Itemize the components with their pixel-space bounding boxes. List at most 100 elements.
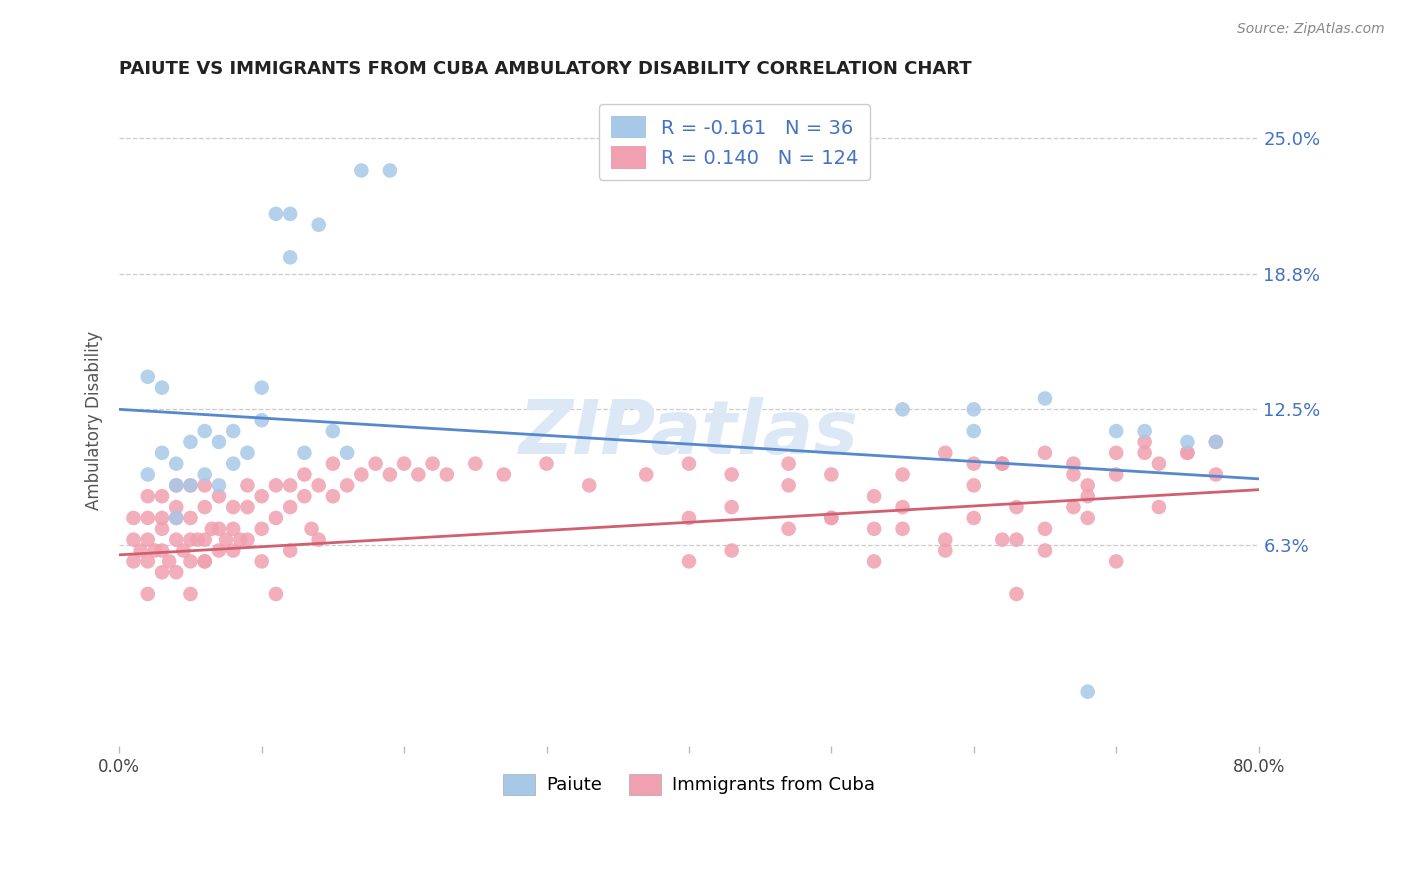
Immigrants from Cuba — [179, 511, 201, 525]
Immigrants from Cuba — [187, 533, 209, 547]
Immigrants from Cuba — [1033, 522, 1056, 536]
Paiute — [194, 467, 217, 482]
Immigrants from Cuba — [201, 522, 224, 536]
Immigrants from Cuba — [194, 500, 217, 514]
Immigrants from Cuba — [208, 489, 231, 503]
Immigrants from Cuba — [179, 478, 201, 492]
Immigrants from Cuba — [194, 554, 217, 568]
Immigrants from Cuba — [378, 467, 401, 482]
Paiute — [179, 434, 201, 449]
Immigrants from Cuba — [194, 554, 217, 568]
Paiute — [1177, 434, 1199, 449]
Immigrants from Cuba — [636, 467, 658, 482]
Immigrants from Cuba — [1205, 434, 1227, 449]
Immigrants from Cuba — [294, 489, 316, 503]
Paiute — [278, 207, 301, 221]
Immigrants from Cuba — [678, 511, 700, 525]
Immigrants from Cuba — [136, 511, 159, 525]
Immigrants from Cuba — [678, 457, 700, 471]
Immigrants from Cuba — [863, 522, 886, 536]
Immigrants from Cuba — [392, 457, 415, 471]
Immigrants from Cuba — [678, 554, 700, 568]
Immigrants from Cuba — [720, 500, 742, 514]
Immigrants from Cuba — [165, 566, 187, 580]
Paiute — [1105, 424, 1128, 438]
Legend: Paiute, Immigrants from Cuba: Paiute, Immigrants from Cuba — [495, 767, 883, 802]
Immigrants from Cuba — [165, 500, 187, 514]
Immigrants from Cuba — [436, 467, 458, 482]
Paiute — [963, 402, 986, 417]
Immigrants from Cuba — [308, 478, 330, 492]
Immigrants from Cuba — [165, 511, 187, 525]
Paiute — [963, 424, 986, 438]
Immigrants from Cuba — [122, 554, 145, 568]
Immigrants from Cuba — [236, 500, 259, 514]
Immigrants from Cuba — [278, 500, 301, 514]
Immigrants from Cuba — [778, 522, 800, 536]
Immigrants from Cuba — [1147, 457, 1170, 471]
Immigrants from Cuba — [222, 500, 245, 514]
Immigrants from Cuba — [863, 554, 886, 568]
Immigrants from Cuba — [422, 457, 444, 471]
Immigrants from Cuba — [150, 566, 173, 580]
Immigrants from Cuba — [991, 457, 1014, 471]
Text: Source: ZipAtlas.com: Source: ZipAtlas.com — [1237, 22, 1385, 37]
Immigrants from Cuba — [1077, 478, 1099, 492]
Immigrants from Cuba — [963, 478, 986, 492]
Immigrants from Cuba — [136, 587, 159, 601]
Paiute — [165, 457, 187, 471]
Paiute — [136, 369, 159, 384]
Immigrants from Cuba — [364, 457, 387, 471]
Immigrants from Cuba — [215, 533, 238, 547]
Immigrants from Cuba — [222, 522, 245, 536]
Paiute — [208, 434, 231, 449]
Paiute — [891, 402, 914, 417]
Immigrants from Cuba — [1062, 467, 1084, 482]
Immigrants from Cuba — [294, 467, 316, 482]
Immigrants from Cuba — [208, 543, 231, 558]
Immigrants from Cuba — [129, 543, 152, 558]
Immigrants from Cuba — [1177, 446, 1199, 460]
Immigrants from Cuba — [278, 478, 301, 492]
Immigrants from Cuba — [264, 587, 287, 601]
Immigrants from Cuba — [820, 511, 842, 525]
Paiute — [308, 218, 330, 232]
Immigrants from Cuba — [1205, 467, 1227, 482]
Immigrants from Cuba — [179, 533, 201, 547]
Immigrants from Cuba — [1005, 533, 1028, 547]
Immigrants from Cuba — [122, 533, 145, 547]
Immigrants from Cuba — [891, 500, 914, 514]
Paiute — [236, 446, 259, 460]
Immigrants from Cuba — [1005, 587, 1028, 601]
Immigrants from Cuba — [194, 478, 217, 492]
Immigrants from Cuba — [150, 489, 173, 503]
Immigrants from Cuba — [1062, 500, 1084, 514]
Immigrants from Cuba — [934, 446, 956, 460]
Immigrants from Cuba — [963, 511, 986, 525]
Immigrants from Cuba — [350, 467, 373, 482]
Immigrants from Cuba — [150, 511, 173, 525]
Immigrants from Cuba — [1147, 500, 1170, 514]
Immigrants from Cuba — [1105, 446, 1128, 460]
Paiute — [222, 457, 245, 471]
Paiute — [278, 250, 301, 264]
Immigrants from Cuba — [536, 457, 558, 471]
Immigrants from Cuba — [143, 543, 166, 558]
Immigrants from Cuba — [408, 467, 430, 482]
Immigrants from Cuba — [492, 467, 515, 482]
Immigrants from Cuba — [264, 511, 287, 525]
Paiute — [165, 478, 187, 492]
Immigrants from Cuba — [991, 457, 1014, 471]
Immigrants from Cuba — [1105, 467, 1128, 482]
Immigrants from Cuba — [720, 467, 742, 482]
Paiute — [222, 424, 245, 438]
Paiute — [1077, 684, 1099, 698]
Immigrants from Cuba — [150, 522, 173, 536]
Paiute — [378, 163, 401, 178]
Immigrants from Cuba — [172, 543, 194, 558]
Immigrants from Cuba — [1105, 554, 1128, 568]
Immigrants from Cuba — [322, 489, 344, 503]
Immigrants from Cuba — [301, 522, 323, 536]
Immigrants from Cuba — [1177, 446, 1199, 460]
Immigrants from Cuba — [136, 554, 159, 568]
